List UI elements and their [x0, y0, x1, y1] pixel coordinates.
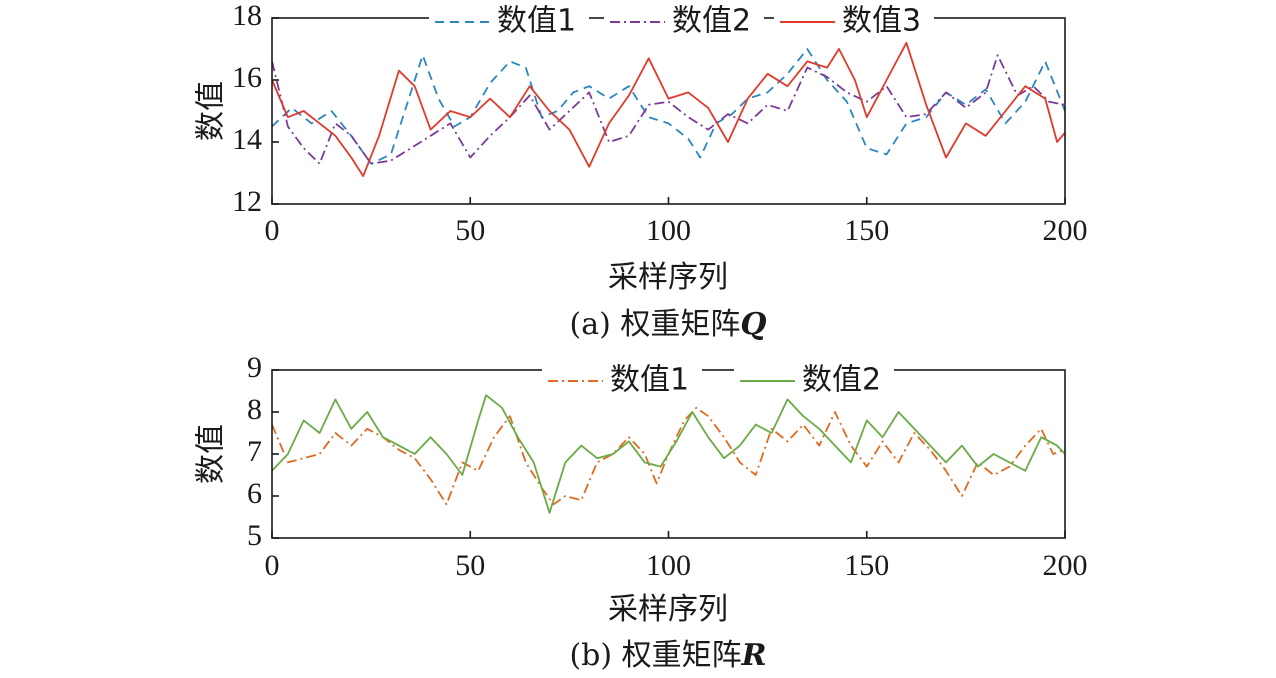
panel-a-legend-label-2: 数值2 [672, 4, 751, 39]
panel-b-legend-label-2: 数值2 [802, 363, 881, 398]
panel-a-legend: 数值1 数值2 数值3 [429, 4, 934, 39]
panel-a-y-tick-label: 18 [232, 0, 262, 32]
panel-b-y-tick-label: 7 [247, 435, 262, 468]
panel-b-ticks: 0 50 100 150 200 5 6 7 8 9 [247, 351, 1088, 582]
panel-b-caption-prefix: (b) 权重矩阵 [569, 638, 741, 673]
panel-b-caption: (b) 权重矩阵R [569, 638, 766, 673]
panel-a-series-1-line [271, 48, 1066, 165]
panel-b-y-tick-label: 8 [247, 393, 262, 426]
panel-a-caption-symbol: Q [740, 307, 766, 342]
panel-a-x-tick-label: 200 [1043, 214, 1088, 247]
panel-a-x-tick-label: 50 [455, 214, 485, 247]
panel-b-caption-symbol: R [741, 638, 767, 673]
panel-b-legend-label-1: 数值1 [610, 363, 689, 398]
panel-b-x-tick-label: 0 [265, 549, 280, 582]
panel-a-y-tick-label: 12 [232, 185, 262, 218]
panel-a-series [271, 41, 1066, 178]
panel-b-y-tick-label: 5 [247, 519, 262, 552]
panel-b-x-tick-label: 50 [455, 549, 485, 582]
panel-a-caption: (a) 权重矩阵Q [570, 307, 767, 342]
panel-b-legend: 数值1 数值2 [542, 363, 894, 398]
panel-b-series-2-line [271, 394, 1066, 514]
panel-a-y-axis-label: 数值 [194, 81, 229, 141]
panel-b-x-tick-label: 200 [1043, 549, 1088, 582]
panel-a-x-tick-label: 100 [646, 214, 691, 247]
panel-b-series-1-line [271, 406, 1066, 506]
panel-a-x-axis-label: 采样序列 [608, 260, 728, 295]
panel-a-legend-label-3: 数值3 [842, 4, 921, 39]
panel-a-series-3-line [271, 41, 1066, 178]
panel-a-y-tick-label: 14 [232, 123, 262, 156]
panel-a-caption-prefix: (a) 权重矩阵 [570, 307, 741, 342]
panel-a-x-tick-label: 150 [844, 214, 889, 247]
panel-a-y-tick-label: 16 [232, 61, 262, 94]
panel-b-chart: 0 50 100 150 200 5 6 7 8 9 数值1 数值2 数值 采样序列 (b) 权重矩… [194, 351, 1088, 673]
panel-a-series-2-line [271, 54, 1066, 165]
panel-b-y-tick-label: 6 [247, 477, 262, 510]
panel-b-y-axis-label: 数值 [194, 424, 229, 484]
panel-b-x-tick-label: 150 [844, 549, 889, 582]
panel-b-y-tick-label: 9 [247, 351, 262, 384]
panel-b-series [271, 394, 1066, 514]
panel-a-plot-frame [271, 17, 1066, 205]
panel-b-x-axis-label: 采样序列 [608, 592, 728, 627]
panel-a-x-tick-label: 0 [265, 214, 280, 247]
panel-a-chart: 0 50 100 150 200 12 14 16 18 数值1 数值2 数值3 数值 采样序列 (… [194, 0, 1088, 342]
panel-b-x-tick-label: 100 [646, 549, 691, 582]
panel-a-legend-label-1: 数值1 [497, 4, 576, 39]
panel-a-ticks: 0 50 100 150 200 12 14 16 18 [232, 0, 1088, 247]
